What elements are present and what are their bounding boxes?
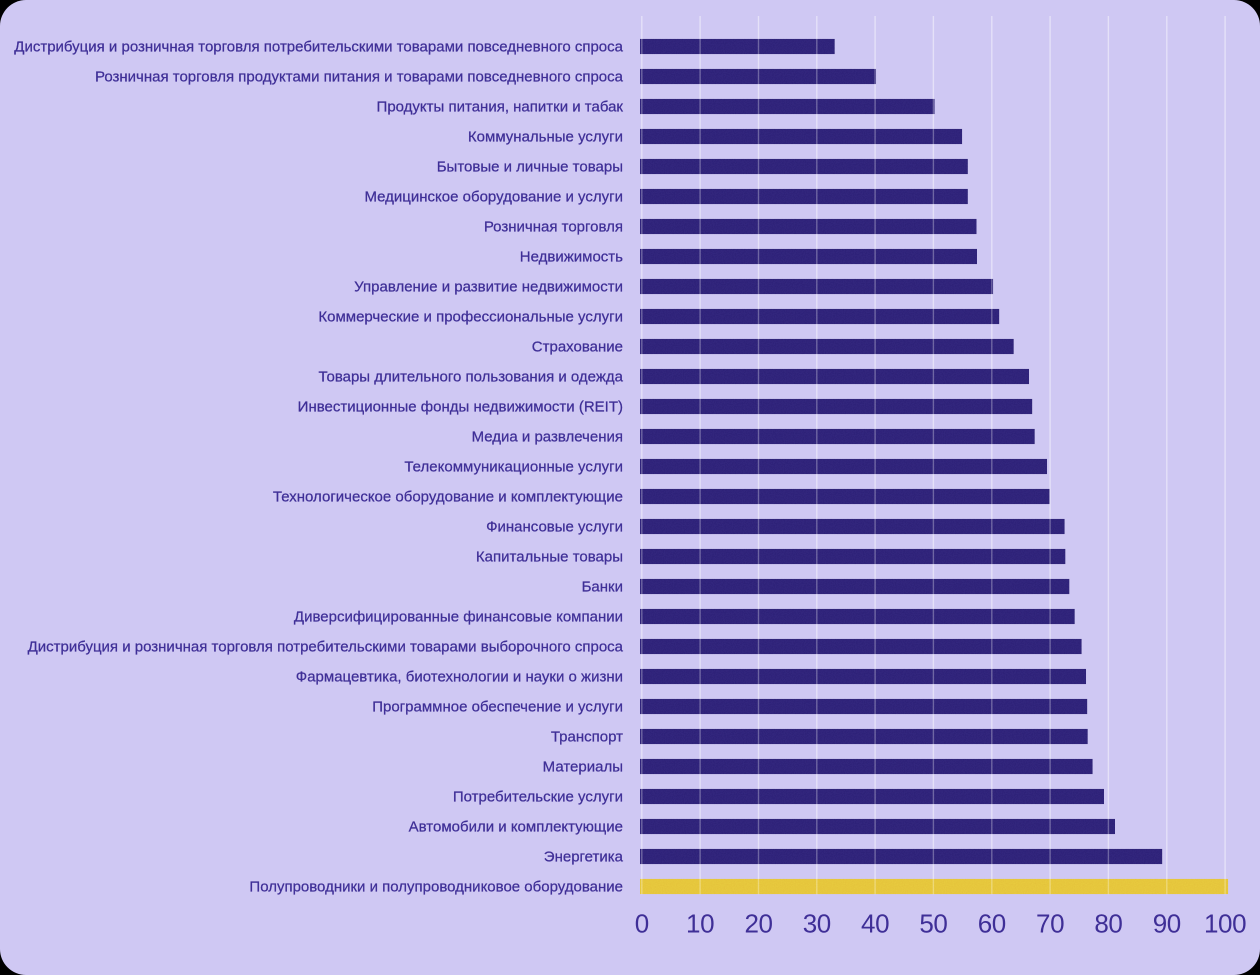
svg-text:Коммунальные услуги: Коммунальные услуги: [468, 129, 623, 146]
svg-text:50: 50: [919, 908, 947, 938]
svg-text:Инвестиционные фонды недвижимо: Инвестиционные фонды недвижимости (REIT): [298, 399, 623, 416]
svg-text:100: 100: [1204, 908, 1246, 938]
svg-text:Технологическое оборудование и: Технологическое оборудование и комплекту…: [273, 489, 623, 506]
svg-text:Коммерческие и профессиональны: Коммерческие и профессиональные услуги: [318, 309, 623, 326]
svg-text:40: 40: [861, 908, 889, 938]
svg-text:Телекоммуникационные услуги: Телекоммуникационные услуги: [404, 459, 623, 476]
svg-text:80: 80: [1094, 908, 1122, 938]
svg-text:10: 10: [686, 908, 714, 938]
svg-text:Программное обеспечение и услу: Программное обеспечение и услуги: [372, 699, 623, 716]
svg-text:Диверсифицированные финансовые: Диверсифицированные финансовые компании: [294, 609, 623, 626]
svg-text:Страхование: Страхование: [532, 339, 623, 356]
svg-text:Медицинское оборудование и усл: Медицинское оборудование и услуги: [365, 189, 624, 206]
svg-text:Бытовые и личные товары: Бытовые и личные товары: [437, 159, 623, 176]
svg-text:Недвижимость: Недвижимость: [520, 249, 623, 266]
svg-text:Дистрибуция и розничная торгов: Дистрибуция и розничная торговля потреби…: [28, 639, 624, 656]
svg-text:Розничная торговля: Розничная торговля: [484, 219, 623, 236]
svg-text:20: 20: [744, 908, 772, 938]
svg-text:70: 70: [1036, 908, 1064, 938]
svg-text:30: 30: [803, 908, 831, 938]
svg-text:Потребительские услуги: Потребительские услуги: [453, 789, 623, 806]
svg-text:Дистрибуция и розничная торгов: Дистрибуция и розничная торговля потреби…: [14, 39, 623, 56]
svg-text:Медиа и развлечения: Медиа и развлечения: [472, 429, 623, 446]
svg-text:Розничная торговля продуктами: Розничная торговля продуктами питания и …: [95, 69, 624, 86]
svg-text:Материалы: Материалы: [543, 759, 623, 776]
svg-text:0: 0: [635, 908, 649, 938]
svg-text:Капитальные товары: Капитальные товары: [476, 549, 623, 566]
svg-text:Банки: Банки: [582, 579, 623, 596]
svg-text:90: 90: [1153, 908, 1181, 938]
svg-text:Фармацевтика, биотехнологии и: Фармацевтика, биотехнологии и науки о жи…: [296, 669, 623, 686]
svg-text:60: 60: [978, 908, 1006, 938]
svg-text:Товары длительного пользования: Товары длительного пользования и одежда: [318, 369, 623, 386]
svg-text:Энергетика: Энергетика: [544, 849, 624, 866]
svg-text:Продукты питания, напитки и та: Продукты питания, напитки и табак: [377, 99, 624, 116]
svg-text:Транспорт: Транспорт: [551, 729, 623, 746]
svg-text:Полупроводники и полупроводник: Полупроводники и полупроводниковое обору…: [249, 879, 623, 896]
svg-text:Автомобили и комплектующие: Автомобили и комплектующие: [409, 819, 623, 836]
svg-text:Управление и развитие недвижим: Управление и развитие недвижимости: [354, 279, 623, 296]
svg-text:Финансовые услуги: Финансовые услуги: [486, 519, 623, 536]
